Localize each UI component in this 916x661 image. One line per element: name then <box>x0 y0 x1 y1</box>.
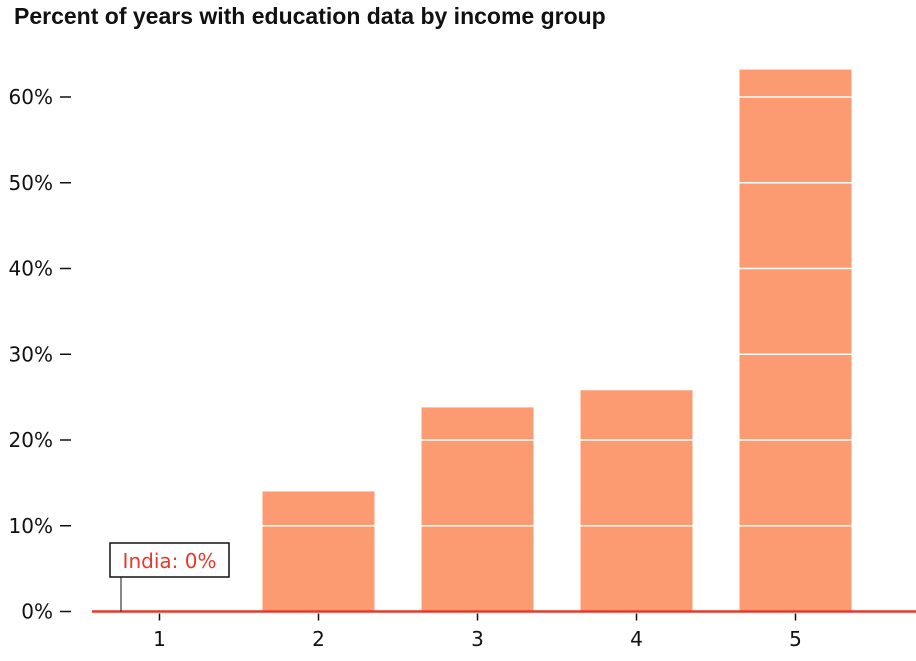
y-tick-label-10: 10% <box>9 514 53 538</box>
annotation-layer: India: 0% <box>109 542 230 612</box>
x-tick-label-4: 4 <box>630 627 643 651</box>
gridlines-layer <box>80 96 916 527</box>
y-tick-label-50: 50% <box>9 171 53 195</box>
bar-4 <box>580 390 693 612</box>
x-tick-label-2: 2 <box>312 627 325 651</box>
chart-title: Percent of years with education data by … <box>14 3 606 29</box>
bar-5 <box>739 69 852 612</box>
y-tick-label-30: 30% <box>9 342 53 366</box>
x-tick-label-3: 3 <box>471 627 484 651</box>
bars-layer <box>262 69 852 612</box>
y-tick-label-20: 20% <box>9 428 53 452</box>
x-tick-label-1: 1 <box>153 627 166 651</box>
y-tick-label-60: 60% <box>9 85 53 109</box>
x-tick-label-5: 5 <box>789 627 802 651</box>
annotation-box <box>109 542 230 578</box>
bar-3 <box>421 407 534 612</box>
annotation-label: India: 0% <box>123 549 217 573</box>
x-axis: 1 2 3 4 5 <box>153 613 802 651</box>
y-axis: 0% 10% 20% 30% 40% 50% 60% <box>9 85 71 624</box>
y-tick-label-40: 40% <box>9 257 53 281</box>
bar-2 <box>262 491 375 612</box>
y-tick-label-0: 0% <box>21 600 53 624</box>
